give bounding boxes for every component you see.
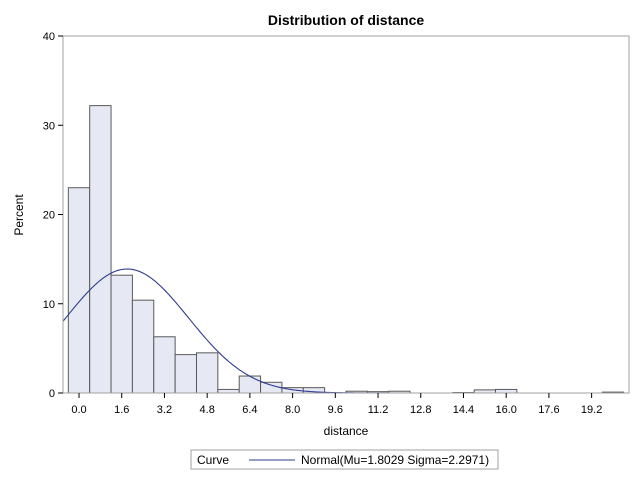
x-tick-label: 6.4 [242,404,257,416]
x-tick-label: 0.0 [71,404,86,416]
y-axis: 0 10 20 30 40 [43,31,63,400]
x-axis: 0.0 1.6 3.2 4.8 6.4 8.0 9.6 11.2 12.8 14.4 16.0 17.… [71,393,602,416]
histogram-bar [131,299,155,394]
histogram-bars [67,105,625,394]
legend-entry: Normal(Mu=1.8029 Sigma=2.2971) [301,453,489,467]
histogram-bar [153,336,176,394]
histogram-bar [110,274,133,394]
legend: Curve Normal(Mu=1.8029 Sigma=2.2971) [190,449,499,470]
x-tick-label: 19.2 [581,404,602,416]
histogram-bar [238,375,262,394]
legend-box [190,449,499,470]
y-tick-label: 20 [43,210,55,222]
x-tick-label: 14.4 [453,404,474,416]
histogram-bar [195,352,219,394]
x-tick-label: 4.8 [200,404,215,416]
x-tick-label: 3.2 [157,404,172,416]
x-tick-label: 12.8 [410,404,431,416]
legend-title: Curve [197,453,229,467]
x-tick-label: 16.0 [495,404,516,416]
x-tick-label: 1.6 [114,404,129,416]
y-tick-label: 10 [43,299,55,311]
x-tick-label: 11.2 [368,404,389,416]
x-tick-label: 8.0 [285,404,300,416]
histogram-bar [217,388,240,394]
histogram-bar [67,187,91,394]
y-axis-label: Percent [12,194,26,236]
x-axis-label: distance [324,424,369,438]
y-tick-label: 30 [43,120,55,132]
histogram-bar [89,105,112,394]
histogram-bar [174,354,197,394]
y-tick-label: 0 [49,388,55,400]
x-tick-label: 17.6 [538,404,559,416]
y-tick-label: 40 [43,31,55,43]
chart-title: Distribution of distance [268,12,425,28]
x-tick-label: 9.6 [328,404,343,416]
